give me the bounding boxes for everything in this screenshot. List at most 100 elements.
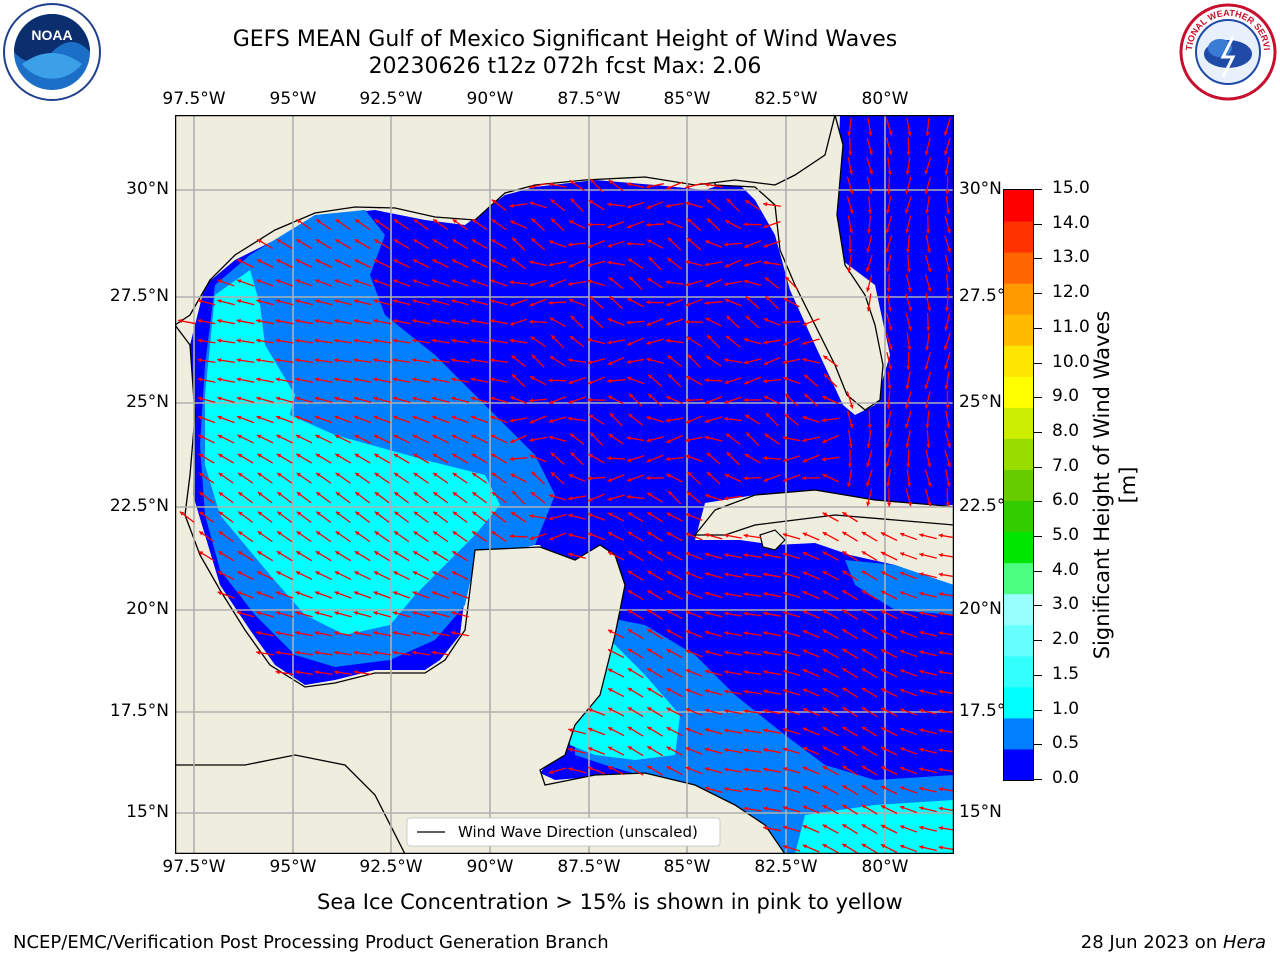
wave-arrow: [704, 611, 723, 618]
colorbar-tick-label: 13.0: [1052, 247, 1090, 268]
wave-arrow: [887, 156, 892, 176]
colorbar-tick: [1034, 536, 1042, 538]
wave-arrow: [867, 195, 873, 215]
wave-arrow: [295, 318, 313, 325]
wave-arrow: [885, 196, 892, 214]
wave-arrow: [880, 648, 898, 659]
wave-arrow: [667, 237, 682, 251]
colorbar-tick-label: 6.0: [1052, 490, 1080, 511]
wave-arrow: [822, 570, 839, 581]
wave-arrow: [822, 668, 839, 678]
wave-arrow: [802, 649, 820, 658]
wave-arrow: [665, 202, 684, 208]
wave-arrow: [354, 491, 371, 504]
colorbar-tick-label: 14.0: [1052, 212, 1090, 233]
wave-arrow: [275, 670, 294, 676]
wave-arrow: [412, 299, 430, 306]
wave-arrow: [743, 592, 762, 597]
wave-arrow: [490, 318, 508, 325]
wave-arrow: [373, 259, 391, 268]
wave-arrow: [470, 338, 489, 344]
wave-arrow: [197, 377, 216, 383]
wave-arrow: [802, 318, 820, 326]
wave-arrow: [256, 570, 274, 581]
wave-arrow: [451, 338, 469, 344]
wave-arrow: [880, 746, 898, 756]
wave-arrow: [924, 157, 932, 175]
colorbar-tick: [1034, 327, 1042, 329]
wave-arrow: [451, 377, 469, 383]
wave-arrow: [314, 338, 333, 344]
lon-tick-label: 85°W: [663, 857, 711, 877]
wave-arrow: [353, 338, 372, 344]
wave-arrow: [451, 259, 469, 268]
wave-arrow: [899, 630, 918, 638]
wave-arrow: [861, 765, 878, 776]
colorbar-tick-label: 12.0: [1052, 282, 1090, 303]
wave-arrow: [685, 201, 703, 209]
wave-arrow: [373, 318, 391, 325]
wave-arrow: [451, 591, 469, 599]
wave-arrow: [802, 746, 820, 756]
wave-arrow: [906, 137, 911, 156]
wave-arrow: [743, 572, 762, 578]
wave-arrow: [353, 591, 372, 599]
wave-arrow: [866, 488, 873, 507]
wave-arrow: [886, 313, 893, 331]
wave-arrow: [861, 823, 878, 835]
wave-arrow: [822, 629, 839, 639]
wave-arrow: [724, 591, 742, 598]
wave-arrow: [353, 650, 372, 656]
wave-arrow: [802, 454, 820, 463]
wave-arrow: [528, 319, 548, 324]
gulf-of-mexico-map[interactable]: Wind Wave Direction (unscaled): [174, 114, 955, 855]
wave-arrow: [315, 453, 332, 464]
wave-arrow: [570, 315, 584, 329]
wave-arrow: [899, 708, 918, 716]
wave-arrow: [490, 299, 508, 306]
wave-arrow: [392, 396, 411, 403]
wave-arrow: [665, 395, 684, 405]
wave-arrow: [822, 512, 839, 522]
wave-arrow: [413, 472, 429, 484]
wave-arrow: [432, 530, 449, 543]
wave-arrow: [589, 315, 604, 329]
wave-arrow: [295, 396, 313, 403]
wave-arrow: [763, 786, 781, 793]
wave-arrow: [866, 274, 873, 292]
wave-arrow: [295, 630, 313, 637]
wave-arrow: [451, 299, 469, 306]
wave-arrow: [782, 747, 801, 755]
wave-arrow: [237, 550, 254, 562]
colorbar-tick-label: 5.0: [1052, 525, 1080, 546]
wave-arrow: [568, 767, 586, 774]
wave-arrow: [198, 491, 215, 504]
wave-arrow: [743, 260, 762, 267]
wave-arrow: [431, 377, 450, 383]
wave-arrow: [257, 511, 273, 523]
wave-arrow: [627, 511, 644, 523]
lat-tick-label: 27.5°N: [109, 286, 169, 306]
wave-arrow: [510, 220, 527, 229]
wave-arrow: [334, 630, 352, 637]
map-panel[interactable]: Wind Wave Direction (unscaled): [174, 114, 955, 855]
wave-arrow: [334, 550, 352, 562]
wave-arrow: [217, 299, 235, 306]
isle-of-youth: [759, 529, 786, 551]
wave-arrow: [217, 453, 235, 464]
wave-arrow: [295, 650, 313, 656]
wave-arrow: [530, 335, 546, 348]
wave-arrow: [256, 318, 274, 325]
wave-arrow: [549, 317, 566, 327]
wave-arrow: [743, 376, 762, 385]
wave-arrow: [626, 201, 645, 209]
wave-arrow: [646, 706, 664, 718]
wave-arrow: [393, 550, 410, 562]
wave-arrow: [354, 259, 371, 268]
wave-arrow: [782, 376, 801, 385]
wave-arrow: [627, 648, 644, 659]
wave-arrow: [471, 472, 488, 484]
wave-arrow: [295, 453, 313, 464]
wave-arrow: [179, 511, 195, 523]
wave-arrow: [548, 278, 567, 288]
